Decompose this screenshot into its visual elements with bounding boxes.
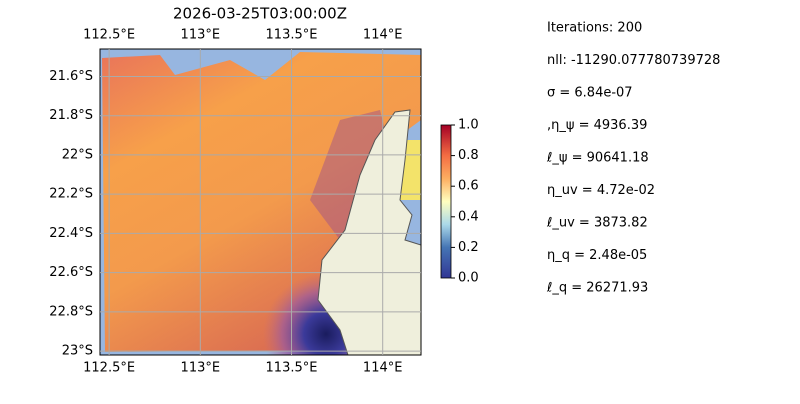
x-tick-label: 114°E bbox=[363, 28, 403, 43]
colorbar-tick-label: 1.0 bbox=[458, 118, 479, 133]
y-tick-label: 22°S bbox=[62, 147, 93, 162]
colorbar-tick-label: 0.8 bbox=[458, 148, 479, 163]
x-tick-label: 114°E bbox=[363, 361, 403, 376]
map-field bbox=[100, 49, 421, 355]
y-tick-label: 21.6°S bbox=[49, 69, 93, 84]
map-title: 2026-03-25T03:00:00Z bbox=[173, 5, 347, 23]
info-line: ℓ_q = 26271.93 bbox=[546, 281, 648, 296]
x-tick-label: 112.5°E bbox=[83, 361, 135, 376]
info-line: σ = 6.84e-07 bbox=[547, 86, 633, 101]
x-tick-label: 113.5°E bbox=[266, 28, 318, 43]
colorbar-tick-label: 0.2 bbox=[458, 240, 479, 255]
x-tick-label: 113.5°E bbox=[266, 361, 318, 376]
map-frame bbox=[99, 48, 422, 356]
info-line: ℓ_uv = 3873.82 bbox=[546, 216, 648, 231]
info-line: ,η_ψ = 4936.39 bbox=[547, 118, 647, 133]
info-line: η_q = 2.48e-05 bbox=[547, 248, 647, 263]
info-line: η_uv = 4.72e-02 bbox=[547, 183, 655, 198]
y-tick-label: 22.6°S bbox=[49, 265, 93, 280]
y-tick-label: 22.4°S bbox=[49, 226, 93, 241]
y-tick-label: 23°S bbox=[62, 344, 93, 359]
colorbar-tick-label: 0.6 bbox=[458, 179, 479, 194]
colorbar bbox=[440, 124, 452, 279]
y-tick-label: 22.8°S bbox=[49, 304, 93, 319]
info-line: Iterations: 200 bbox=[547, 21, 642, 36]
colorbar-tick-label: 0.4 bbox=[458, 209, 479, 224]
x-tick-label: 112.5°E bbox=[83, 28, 135, 43]
colorbar-tick-label: 0.0 bbox=[458, 271, 479, 286]
y-tick-label: 21.8°S bbox=[49, 108, 93, 123]
info-line: ℓ_ψ = 90641.18 bbox=[546, 151, 649, 166]
y-tick-label: 22.2°S bbox=[49, 187, 93, 202]
info-line: nll: -11290.077780739728 bbox=[547, 53, 720, 68]
x-tick-label: 113°E bbox=[181, 28, 221, 43]
x-tick-label: 113°E bbox=[181, 361, 221, 376]
